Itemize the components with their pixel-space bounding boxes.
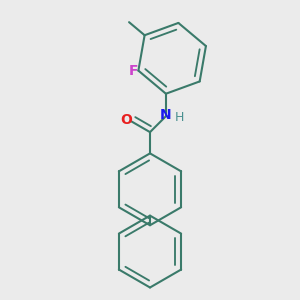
Text: O: O	[120, 113, 132, 127]
Text: H: H	[174, 111, 184, 124]
Text: N: N	[160, 108, 172, 122]
Text: F: F	[129, 64, 138, 78]
